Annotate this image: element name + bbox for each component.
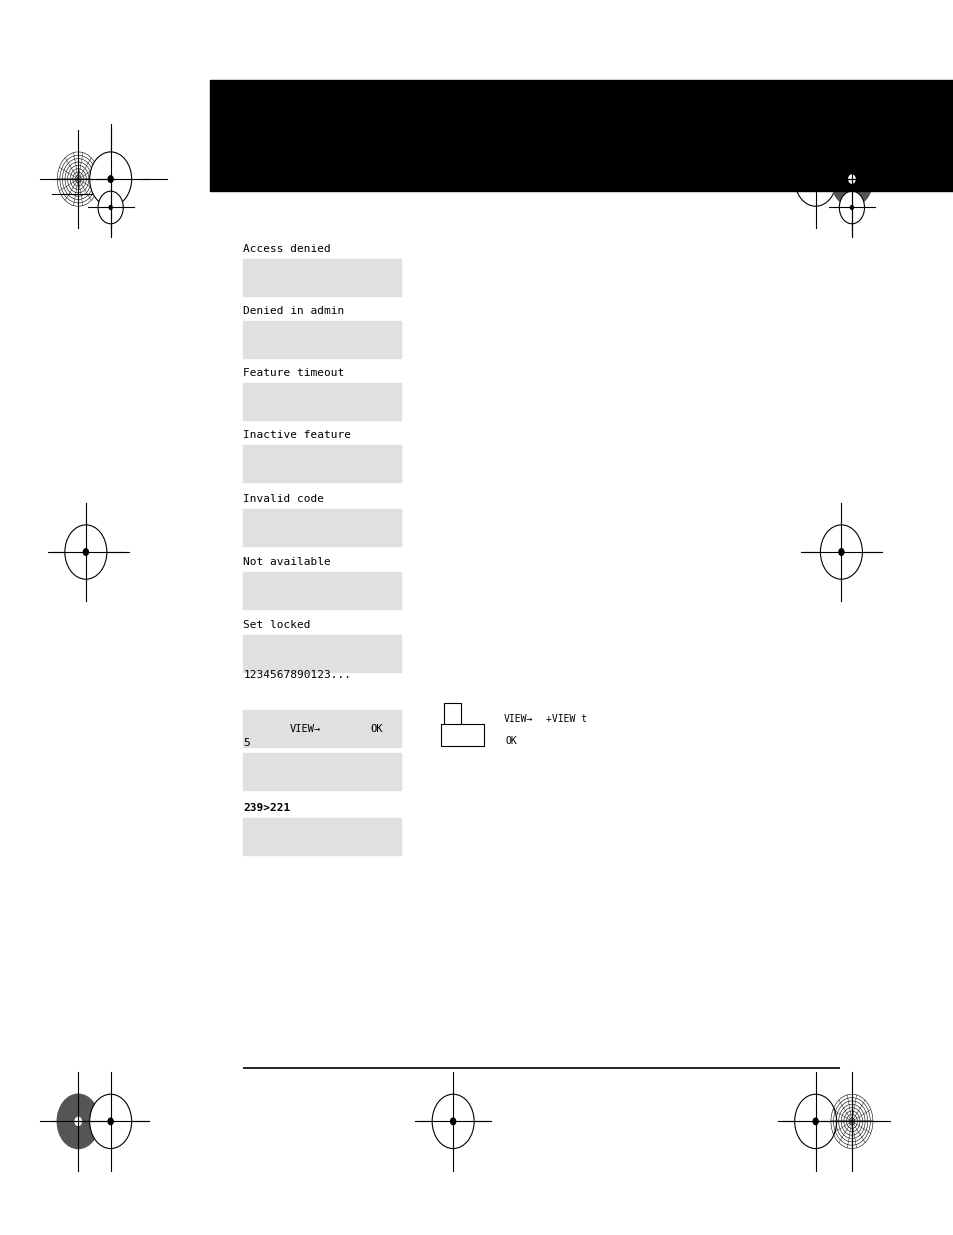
Circle shape: [57, 1094, 99, 1149]
Circle shape: [812, 175, 818, 183]
Circle shape: [98, 191, 123, 224]
Text: 5: 5: [243, 739, 250, 748]
Bar: [243, 445, 400, 482]
Circle shape: [432, 1094, 474, 1149]
Circle shape: [108, 1118, 113, 1125]
Circle shape: [65, 525, 107, 579]
Text: 1234567890123...: 1234567890123...: [243, 671, 351, 680]
Bar: [243, 259, 400, 296]
Text: Feature timeout: Feature timeout: [243, 368, 344, 378]
Bar: [243, 753, 400, 790]
Circle shape: [90, 1094, 132, 1149]
Circle shape: [848, 175, 854, 183]
Text: Set locked: Set locked: [243, 620, 311, 630]
Text: 239>221: 239>221: [243, 803, 291, 813]
Text: Denied in admin: Denied in admin: [243, 306, 344, 316]
Text: OK: OK: [505, 736, 517, 746]
Bar: [440, 724, 483, 746]
Bar: [243, 710, 400, 747]
Circle shape: [812, 1118, 818, 1125]
Text: Not available: Not available: [243, 557, 331, 567]
Circle shape: [830, 152, 872, 206]
Text: VIEW→: VIEW→: [503, 714, 533, 724]
Circle shape: [849, 205, 853, 210]
Bar: [443, 703, 460, 725]
Text: VIEW→: VIEW→: [290, 724, 320, 734]
Bar: [243, 818, 400, 855]
Circle shape: [83, 548, 89, 556]
Circle shape: [90, 152, 132, 206]
Circle shape: [820, 525, 862, 579]
Text: +VIEW t: +VIEW t: [545, 714, 586, 724]
Bar: [243, 572, 400, 609]
Text: Inactive feature: Inactive feature: [243, 430, 351, 440]
Bar: [243, 383, 400, 420]
Bar: [334, 130, 448, 157]
Circle shape: [450, 1118, 456, 1125]
Bar: [210, 80, 953, 191]
Bar: [243, 509, 400, 546]
Circle shape: [109, 205, 112, 210]
Circle shape: [794, 152, 836, 206]
Text: Access denied: Access denied: [243, 245, 331, 254]
Circle shape: [839, 191, 863, 224]
Text: OK: OK: [370, 724, 383, 734]
Circle shape: [108, 175, 113, 183]
Text: Invalid code: Invalid code: [243, 494, 324, 504]
Circle shape: [838, 548, 843, 556]
Circle shape: [794, 1094, 836, 1149]
Bar: [243, 321, 400, 358]
Circle shape: [75, 1118, 81, 1125]
Bar: [243, 635, 400, 672]
